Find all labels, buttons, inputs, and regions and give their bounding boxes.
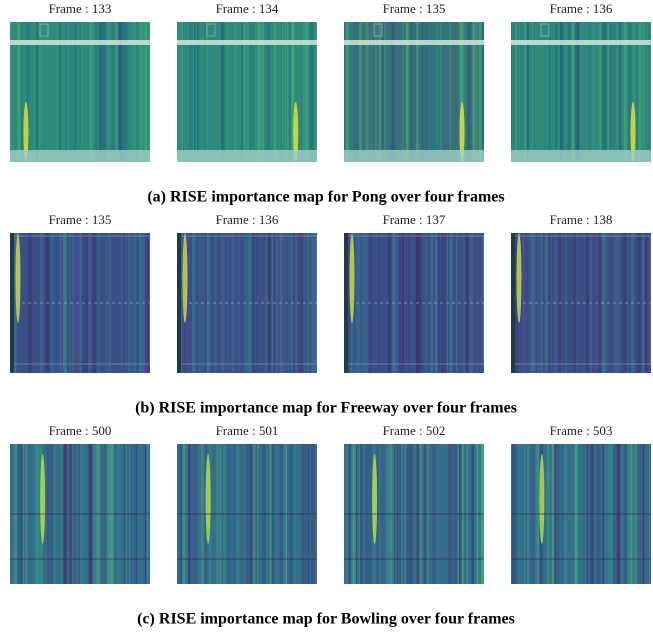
- band: [177, 150, 317, 162]
- frame-label: Frame : 503: [550, 423, 613, 438]
- band: [10, 150, 150, 162]
- streak: [539, 233, 541, 373]
- hot-spot: [183, 233, 188, 323]
- streak: [545, 233, 546, 373]
- heatmap-body: [177, 22, 317, 162]
- frame-label: Frame : 137: [383, 212, 446, 227]
- streak: [85, 233, 88, 373]
- streak: [378, 233, 380, 373]
- streak: [79, 233, 81, 373]
- dark-strip: [10, 233, 14, 373]
- heatmap: [511, 233, 651, 373]
- streak: [408, 233, 410, 373]
- frame-label: Frame : 502: [383, 423, 446, 438]
- streak: [431, 233, 433, 373]
- frame-label: Frame : 133: [49, 1, 112, 16]
- heatmap-body: [344, 22, 484, 162]
- streak: [550, 233, 552, 373]
- streak: [592, 233, 593, 373]
- frame-label: Frame : 136: [216, 212, 279, 227]
- hot-spot: [539, 454, 544, 544]
- heatmap: [10, 444, 151, 584]
- dark-strip: [177, 233, 181, 373]
- figure: Frame : 133 Frame : 134 Frame : 135 Frame :…: [0, 0, 653, 632]
- streak: [199, 233, 200, 373]
- dark-strip: [511, 233, 515, 373]
- streak: [139, 233, 141, 373]
- frame-label: Frame : 138: [550, 212, 613, 227]
- streak: [396, 233, 398, 373]
- streak: [277, 233, 278, 373]
- streak: [425, 233, 427, 373]
- frame-label: Frame : 500: [49, 423, 112, 438]
- streak: [575, 233, 576, 373]
- streak: [402, 233, 404, 373]
- caption: (a) RISE importance map for Pong over fo…: [147, 189, 504, 206]
- caption: (c) RISE importance map for Bowling over…: [137, 611, 515, 628]
- dark-strip: [344, 233, 348, 373]
- hot-spot: [40, 454, 45, 544]
- heatmap: [177, 444, 317, 584]
- heatmap: [511, 22, 651, 162]
- frame-label: Frame : 135: [383, 1, 446, 16]
- frame-label: Frame : 136: [550, 1, 613, 16]
- streak: [581, 233, 583, 373]
- hot-spot: [350, 233, 355, 323]
- band: [511, 40, 651, 45]
- frame-label: Frame : 501: [216, 423, 279, 438]
- heatmap: [10, 233, 151, 373]
- streak: [97, 233, 99, 373]
- heatmap: [10, 22, 151, 162]
- streak: [438, 233, 439, 373]
- heatmap-body: [10, 233, 151, 373]
- streak: [252, 233, 255, 373]
- heatmap-body: [511, 444, 651, 584]
- hot-spot: [16, 233, 21, 323]
- hot-spot: [517, 233, 522, 323]
- band: [177, 40, 317, 45]
- frame-label: Frame : 134: [216, 1, 279, 16]
- frame-label: Frame : 135: [49, 212, 112, 227]
- streak: [419, 233, 422, 373]
- heatmap: [344, 233, 485, 373]
- band: [344, 150, 484, 162]
- heatmap-body: [511, 22, 651, 162]
- band: [511, 150, 651, 162]
- streak: [288, 233, 289, 373]
- streak: [586, 233, 588, 373]
- heatmap-body: [344, 444, 485, 584]
- streak: [74, 233, 76, 373]
- streak: [616, 233, 619, 373]
- streak: [68, 233, 69, 373]
- streak: [300, 233, 303, 373]
- streak: [532, 233, 534, 373]
- heatmap: [177, 233, 318, 373]
- streak: [444, 233, 446, 373]
- caption: (b) RISE importance map for Freeway over…: [135, 400, 517, 417]
- heatmap: [344, 22, 484, 162]
- streak: [604, 233, 607, 373]
- heatmap-body: [344, 233, 485, 373]
- hot-spot: [372, 454, 377, 544]
- heatmap-body: [177, 444, 317, 584]
- streak: [355, 233, 356, 373]
- streak: [456, 233, 457, 373]
- band: [344, 40, 484, 45]
- heatmap: [511, 444, 651, 584]
- streak: [365, 233, 368, 373]
- hot-spot: [206, 454, 211, 544]
- heatmap-body: [10, 22, 151, 162]
- streak: [122, 233, 124, 373]
- heatmap: [177, 22, 317, 162]
- heatmap-body: [10, 444, 151, 584]
- heatmap-body: [511, 233, 651, 373]
- heatmap-body: [177, 233, 318, 373]
- streak: [450, 233, 451, 373]
- streak: [527, 233, 528, 373]
- streak: [610, 233, 611, 373]
- streak: [312, 233, 315, 373]
- band: [10, 40, 150, 45]
- heatmap: [344, 444, 485, 584]
